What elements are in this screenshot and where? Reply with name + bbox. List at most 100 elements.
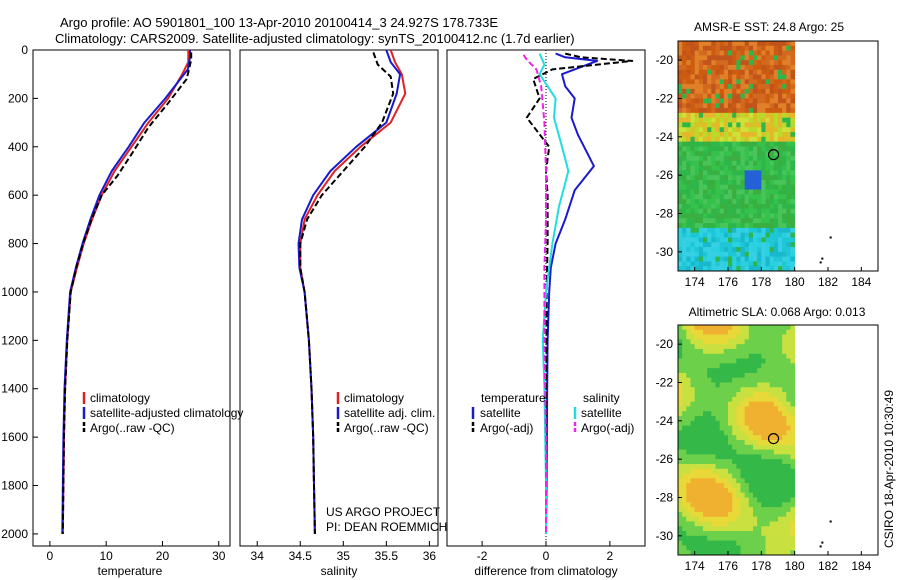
sst-map-frame (677, 40, 879, 272)
heatmap-cell (707, 98, 712, 104)
heatmap-cell (765, 93, 771, 99)
heatmap-cell (786, 459, 791, 465)
heatmap-cell (694, 251, 700, 258)
heatmap-cell (765, 79, 771, 85)
heatmap-cell (769, 502, 775, 508)
heatmap-cell (782, 69, 787, 75)
heatmap-cell (703, 227, 708, 234)
heatmap-cell (757, 50, 762, 56)
heatmap-cell (682, 256, 687, 262)
heatmap-cell (690, 175, 696, 181)
heatmap-cell (744, 550, 750, 556)
heatmap-cell (732, 435, 737, 441)
heatmap-cell (790, 483, 796, 489)
heatmap-cell (744, 227, 750, 234)
heatmap-cell (686, 184, 691, 190)
heatmap-cell (748, 440, 754, 446)
heatmap-cell (723, 213, 729, 219)
heatmap-cell (761, 444, 766, 450)
heatmap-cell (686, 382, 691, 388)
heatmap-cell (786, 468, 791, 474)
heatmap-cell (707, 237, 712, 243)
heatmap-cell (690, 93, 696, 99)
heatmap-cell (740, 189, 746, 195)
heatmap-cell (690, 449, 696, 455)
heatmap-cell (694, 348, 700, 355)
heatmap-cell (698, 540, 704, 546)
heatmap-cell (719, 227, 725, 234)
heatmap-cell (719, 60, 725, 66)
heatmap-cell (694, 165, 700, 171)
heatmap-cell (698, 261, 704, 267)
heatmap-cell (703, 251, 708, 258)
heatmap-cell (761, 382, 766, 388)
heatmap-cell (748, 377, 754, 383)
heatmap-cell (753, 353, 758, 359)
heatmap-cell (719, 108, 725, 114)
heatmap-cell (740, 122, 746, 128)
heatmap-cell (723, 136, 729, 143)
heatmap-cell (765, 170, 771, 176)
heatmap-cell (765, 420, 771, 427)
heatmap-cell (769, 88, 775, 95)
heatmap-cell (707, 492, 712, 498)
map-y-tick-label: -30 (656, 529, 674, 543)
heatmap-cell (753, 122, 758, 128)
heatmap-cell (719, 430, 725, 436)
heatmap-cell (728, 136, 733, 143)
heatmap-cell (682, 435, 687, 441)
heatmap-cell (728, 502, 733, 508)
heatmap-cell (711, 473, 716, 479)
heatmap-cell (761, 420, 766, 427)
heatmap-cell (732, 208, 737, 214)
heatmap-cell (782, 459, 787, 465)
heatmap-cell (723, 425, 729, 431)
heatmap-cell (732, 189, 737, 195)
heatmap-cell (757, 483, 762, 489)
heatmap-cell (740, 473, 746, 479)
heatmap-cell (786, 179, 791, 186)
heatmap-cell (690, 103, 696, 109)
heatmap-cell (715, 194, 721, 200)
heatmap-cell (748, 420, 754, 427)
heatmap-cell (690, 251, 696, 258)
heatmap-cell (786, 151, 791, 157)
heatmap-cell (682, 165, 687, 171)
heatmap-cell (678, 146, 683, 152)
heatmap-cell (678, 526, 683, 532)
heatmap-cell (740, 266, 746, 272)
heatmap-cell (698, 425, 704, 431)
heatmap-cell (769, 127, 775, 133)
heatmap-cell (723, 325, 729, 331)
heatmap-cell (715, 232, 721, 238)
heatmap-cell (711, 218, 716, 224)
heatmap-cell (748, 60, 754, 66)
heatmap-cell (778, 160, 783, 166)
heatmap-cell (753, 368, 758, 374)
heatmap-cell (748, 411, 754, 417)
heatmap-cell (678, 136, 683, 143)
heatmap-cell (698, 266, 704, 272)
heatmap-cell (753, 358, 758, 364)
heatmap-cell (740, 60, 746, 66)
heatmap-cell (740, 69, 746, 75)
heatmap-cell (703, 449, 708, 455)
heatmap-cell (723, 416, 729, 422)
heatmap-cell (753, 545, 758, 551)
heatmap-cell (703, 141, 708, 147)
heatmap-cell (761, 545, 766, 551)
heatmap-cell (769, 487, 775, 494)
heatmap-cell (694, 339, 700, 345)
heatmap-cell (765, 266, 771, 272)
heatmap-cell (711, 160, 716, 166)
heatmap-cell (678, 411, 683, 417)
heatmap-cell (715, 348, 721, 355)
heatmap-cell (723, 521, 729, 527)
heatmap-cell (686, 516, 691, 522)
heatmap-cell (765, 502, 771, 508)
heatmap-cell (715, 141, 721, 147)
heatmap-cell (786, 377, 791, 383)
heatmap-cell (698, 545, 704, 551)
heatmap-cell (753, 325, 758, 331)
heatmap-cell (728, 368, 733, 374)
